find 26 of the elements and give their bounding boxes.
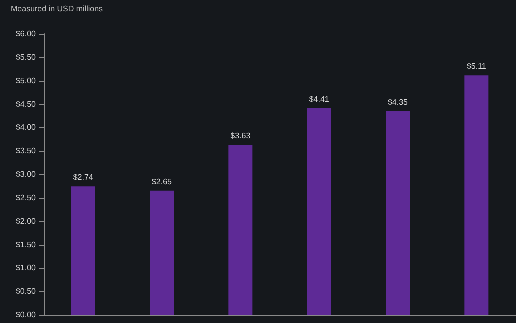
data-label: $3.63 [230, 131, 252, 140]
chart-subtitle: Measured in USD millions [11, 4, 104, 14]
data-label: $4.41 [309, 94, 330, 104]
data-label: $4.35 [388, 98, 409, 107]
y-tick-label: $2.00 [16, 216, 37, 226]
data-label: $2.65 [152, 177, 173, 186]
y-tick-label: $0.50 [16, 287, 37, 296]
bar [307, 108, 332, 315]
y-tick-label: $5.50 [16, 52, 37, 62]
y-tick-label: $2.50 [16, 193, 37, 202]
y-tick-label: $3.50 [16, 146, 37, 156]
y-tick-label: $1.50 [16, 240, 37, 250]
y-tick-label: $1.00 [16, 264, 37, 273]
bar [71, 186, 96, 315]
y-tick-label: $0.00 [16, 310, 37, 320]
y-tick-label: $3.00 [16, 170, 37, 179]
y-tick-label: $4.50 [16, 100, 37, 109]
y-tick-label: $6.00 [16, 30, 37, 38]
y-tick-label: $5.00 [16, 76, 37, 86]
data-label: $2.74 [73, 173, 94, 182]
bar [464, 76, 489, 315]
bar [228, 144, 253, 315]
data-label: $5.11 [466, 62, 487, 72]
bar [386, 111, 410, 315]
y-tick-label: $4.00 [16, 123, 37, 132]
bar [150, 190, 174, 315]
